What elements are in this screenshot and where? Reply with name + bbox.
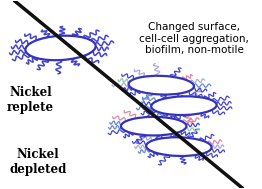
Ellipse shape: [146, 137, 212, 156]
Text: Nickel
depleted: Nickel depleted: [9, 148, 67, 176]
Ellipse shape: [129, 76, 194, 94]
Ellipse shape: [25, 36, 96, 60]
Text: Changed surface,
cell-cell aggregation,
biofilm, non-motile: Changed surface, cell-cell aggregation, …: [139, 22, 249, 55]
Ellipse shape: [121, 117, 187, 136]
Ellipse shape: [151, 96, 217, 115]
Text: Nickel
replete: Nickel replete: [7, 86, 54, 114]
